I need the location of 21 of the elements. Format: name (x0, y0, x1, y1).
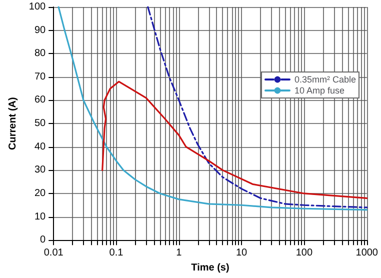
x-tick-label: 1 (176, 248, 182, 259)
y-tick-label: 100 (28, 2, 46, 12)
y-tick-label: 40 (34, 141, 46, 152)
y-tick-label: 10 (34, 211, 46, 222)
y-tick-label: 50 (34, 118, 46, 130)
y-tick-label: 20 (34, 188, 46, 199)
y-tick-label: 0 (40, 234, 46, 246)
x-tick-label: 10 (236, 248, 248, 259)
legend-label: 0.35mm² Cable (294, 74, 356, 84)
y-tick-label: 70 (34, 71, 46, 82)
legend-label: 10 Amp fuse (294, 86, 345, 96)
x-tick-label: 0.01 (44, 248, 64, 259)
x-axis-title: Time (s) (191, 262, 230, 274)
y-tick-label: 90 (34, 24, 46, 36)
x-tick-label: 1000 (356, 248, 378, 259)
y-tick-label: 60 (34, 94, 46, 106)
y-tick-label: 30 (34, 164, 46, 176)
x-tick-label: 0.1 (109, 248, 124, 259)
y-tick-label: 80 (34, 48, 46, 60)
x-tick-label: 100 (296, 248, 313, 259)
y-axis-title: Current (A) (8, 97, 18, 150)
